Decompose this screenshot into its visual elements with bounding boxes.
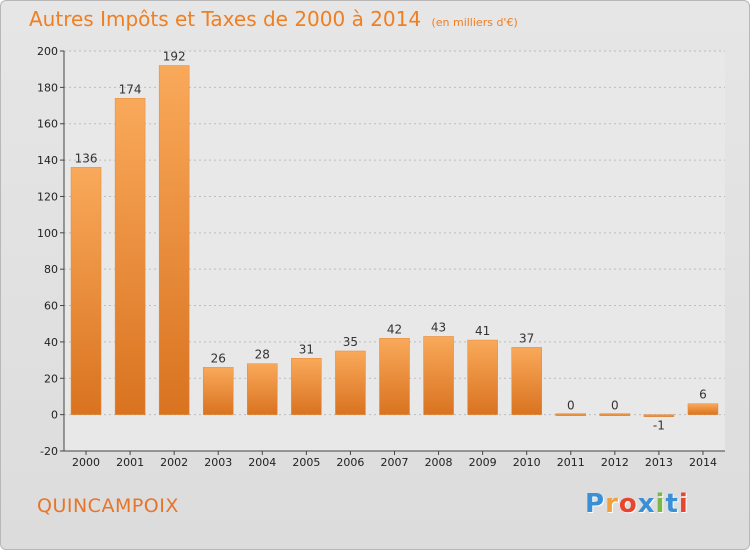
data-label: 136 <box>75 151 98 165</box>
y-tick-label: 140 <box>37 154 58 167</box>
x-tick-label: 2009 <box>469 456 497 469</box>
data-label: 28 <box>255 348 270 362</box>
x-tick-label: 2001 <box>116 456 144 469</box>
x-tick-label: 2004 <box>248 456 276 469</box>
logo-letter: i <box>655 489 666 519</box>
bar <box>114 98 146 415</box>
y-tick-label: 20 <box>44 372 58 385</box>
bar <box>511 347 542 415</box>
bar <box>467 339 498 415</box>
y-tick-label: 180 <box>37 81 58 94</box>
x-tick-label: 2000 <box>72 456 100 469</box>
proxiti-logo: Proxiti <box>585 489 689 519</box>
bar <box>202 367 234 415</box>
bar <box>423 336 454 415</box>
y-tick-label: 100 <box>37 227 58 240</box>
x-tick-label: 2003 <box>204 456 232 469</box>
city-name: QUINCAMPOIX <box>37 495 179 517</box>
y-tick-label: 160 <box>37 118 58 131</box>
x-tick-label: 2010 <box>513 456 541 469</box>
data-label: 41 <box>475 324 490 338</box>
x-tick-label: 2008 <box>425 456 453 469</box>
data-label: 42 <box>387 322 402 336</box>
logo-letter: t <box>665 489 679 519</box>
data-label: 26 <box>211 351 226 365</box>
logo-letter: i <box>678 489 689 519</box>
bar <box>158 65 190 415</box>
data-label: 6 <box>699 388 707 402</box>
logo-letter: x <box>637 489 656 519</box>
data-label: -1 <box>653 419 665 433</box>
x-tick-label: 2005 <box>292 456 320 469</box>
data-label: 35 <box>343 335 358 349</box>
data-label: 43 <box>431 320 446 334</box>
bar <box>247 363 278 415</box>
y-tick-label: 120 <box>37 190 58 203</box>
x-tick-label: 2006 <box>336 456 364 469</box>
x-tick-label: 2012 <box>601 456 629 469</box>
logo-letter: r <box>605 489 619 519</box>
x-tick-label: 2013 <box>645 456 673 469</box>
logo-letter: o <box>618 489 638 519</box>
x-tick-label: 2014 <box>689 456 717 469</box>
bar <box>643 414 675 417</box>
x-tick-label: 2002 <box>160 456 188 469</box>
bar <box>599 413 631 416</box>
logo-letter: P <box>585 489 606 519</box>
bar <box>335 350 366 415</box>
data-label: 174 <box>119 82 142 96</box>
y-tick-label: 200 <box>37 45 58 58</box>
data-label: 192 <box>163 50 186 64</box>
chart-title: Autres Impôts et Taxes de 2000 à 2014 (e… <box>29 7 518 31</box>
chart-subtitle: (en milliers d'€) <box>431 16 518 29</box>
data-label: 37 <box>519 331 534 345</box>
y-tick-label: -20 <box>40 445 58 458</box>
data-label: 0 <box>611 399 619 413</box>
bar <box>379 338 410 415</box>
chart-title-text: Autres Impôts et Taxes de 2000 à 2014 <box>29 7 422 31</box>
x-tick-label: 2007 <box>381 456 409 469</box>
bar <box>291 358 322 415</box>
y-tick-label: 60 <box>44 300 58 313</box>
x-tick-label: 2011 <box>557 456 585 469</box>
y-tick-label: 80 <box>44 263 58 276</box>
bar <box>687 403 719 415</box>
data-label: 31 <box>299 342 314 356</box>
y-tick-label: 40 <box>44 336 58 349</box>
data-label: 0 <box>567 399 575 413</box>
y-tick-label: 0 <box>51 409 58 422</box>
bar <box>70 167 102 415</box>
bar <box>555 413 587 416</box>
